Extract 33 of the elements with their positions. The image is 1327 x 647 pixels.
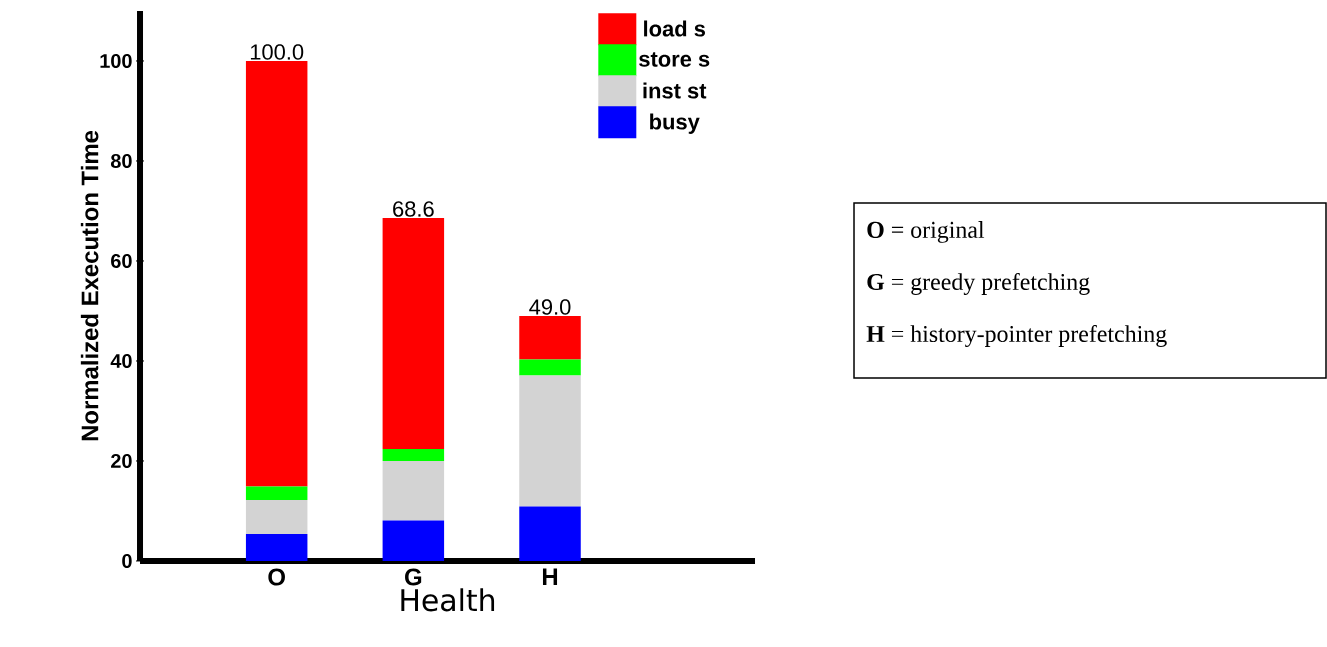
x-tick-label: G bbox=[405, 568, 422, 586]
bar bbox=[382, 448, 445, 461]
y-tick-label: 0 bbox=[122, 553, 132, 569]
x-axis-title: Health bbox=[401, 588, 495, 612]
bar bbox=[245, 60, 308, 487]
bar bbox=[382, 520, 445, 561]
bar bbox=[382, 460, 445, 521]
x-tick-label: H bbox=[542, 568, 558, 585]
y-axis-title: Normalized Execution Time bbox=[80, 130, 99, 441]
bar bbox=[519, 315, 581, 360]
total-label: 49.0 bbox=[529, 299, 571, 315]
total-label: 100.0 bbox=[250, 44, 304, 60]
legend-label: load s bbox=[644, 20, 705, 37]
y-tick-label: 20 bbox=[111, 453, 132, 469]
text: G = greedy prefetching bbox=[867, 273, 1090, 295]
bar bbox=[519, 375, 581, 507]
text: O = original bbox=[867, 221, 985, 243]
bar bbox=[245, 499, 308, 534]
bar bbox=[245, 486, 308, 500]
text: H = history-pointer prefetching bbox=[866, 325, 1167, 347]
bar bbox=[519, 359, 581, 376]
bar bbox=[519, 506, 581, 561]
x-tick-label: O bbox=[268, 568, 285, 586]
y-tick-label: 40 bbox=[110, 353, 132, 369]
legend-label: inst st bbox=[643, 82, 707, 99]
legend-label: store s bbox=[639, 52, 710, 67]
legend-label: busy bbox=[650, 113, 700, 134]
total-label: 68.6 bbox=[393, 201, 434, 217]
bar bbox=[382, 217, 445, 449]
y-tick-label: 60 bbox=[111, 253, 132, 269]
y-tick-label: 80 bbox=[110, 153, 132, 169]
y-tick-label: 100 bbox=[100, 53, 132, 69]
bar bbox=[245, 533, 308, 561]
